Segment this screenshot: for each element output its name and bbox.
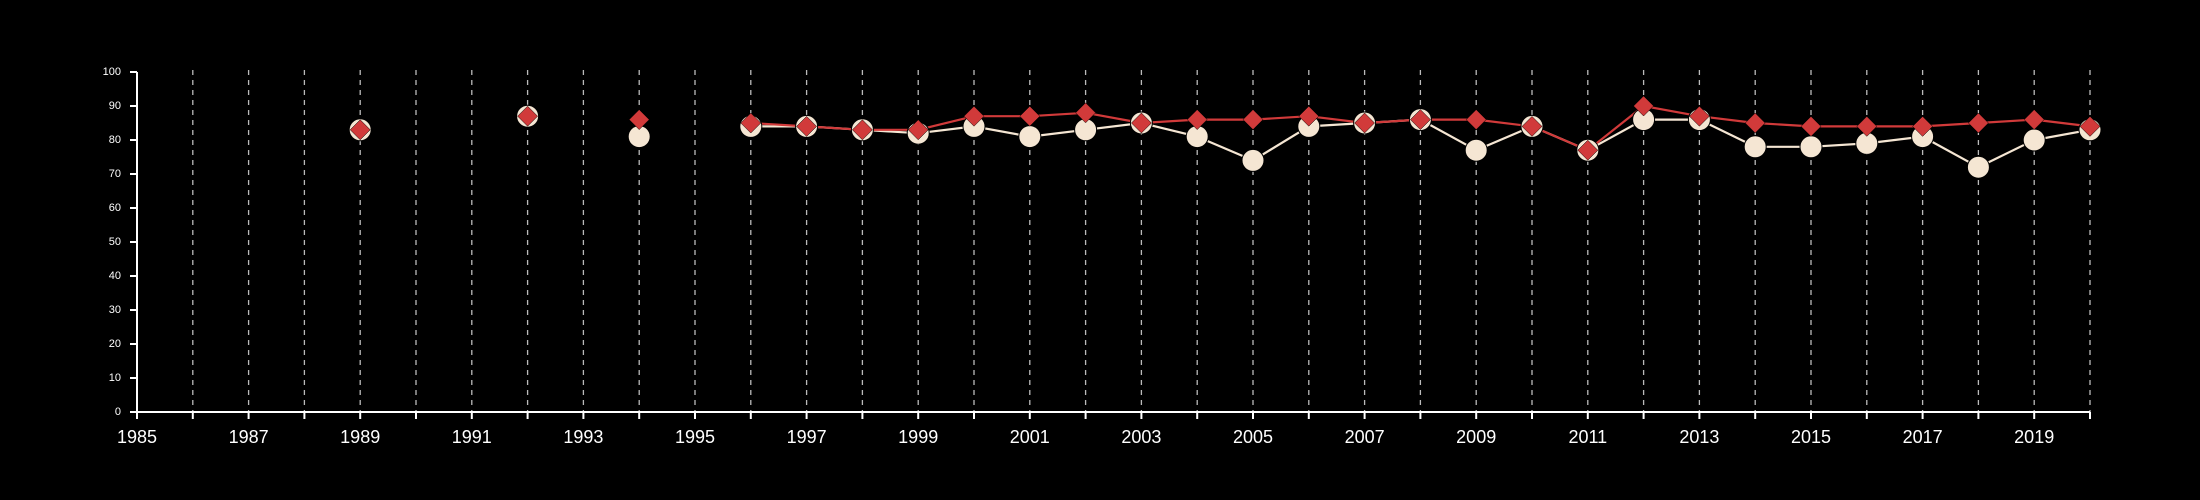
y-tick-label: 10 — [109, 372, 121, 384]
series-2-point — [349, 119, 371, 141]
x-tick-label: 1999 — [898, 427, 938, 447]
series-2-point — [1800, 116, 1822, 137]
y-tick-label: 40 — [109, 270, 121, 282]
x-tick-label: 2013 — [1679, 427, 1719, 447]
series-2-point — [852, 119, 873, 141]
series-2-point — [1075, 102, 1096, 124]
x-tick-label: 2001 — [1010, 427, 1050, 447]
series-2-point — [1298, 105, 1320, 127]
x-tick-label: 2011 — [1568, 427, 1607, 447]
series-2-point — [740, 112, 762, 134]
series-2-point — [1354, 112, 1375, 134]
x-tick-label: 2003 — [1121, 427, 1161, 447]
y-tick-label: 80 — [109, 134, 121, 146]
y-tick-label: 30 — [109, 304, 121, 316]
series-2-point — [1521, 116, 1543, 137]
series-1-point — [1464, 138, 1488, 162]
y-tick-label: 100 — [103, 66, 121, 78]
series-1-point — [1966, 155, 1990, 179]
series-1-point — [1241, 148, 1265, 172]
x-tick-label: 2009 — [1456, 427, 1496, 447]
series-2-point — [1577, 139, 1599, 161]
x-tick-label: 1995 — [675, 427, 715, 447]
series-2-point — [628, 109, 650, 130]
x-tick-label: 1985 — [117, 427, 157, 447]
y-tick-label: 70 — [109, 168, 121, 180]
y-tick-label: 50 — [109, 236, 121, 248]
series-2-point — [1744, 112, 1766, 134]
series-2-point — [1912, 116, 1933, 137]
series-2-point — [1968, 112, 1989, 134]
series-1-point — [1018, 125, 1042, 149]
x-tick-label: 2019 — [2014, 427, 2054, 447]
series-2-point — [2079, 116, 2101, 137]
series-2-point — [1856, 116, 1878, 137]
y-tick-label: 0 — [115, 406, 121, 418]
series-2-point — [1633, 95, 1654, 117]
series-1-point — [1743, 135, 1767, 159]
x-tick-label: 2015 — [1791, 427, 1831, 447]
x-tick-label: 1991 — [452, 427, 492, 447]
series-2-point — [517, 105, 538, 127]
series-2-point — [1689, 105, 1710, 127]
gridlines — [192, 70, 2091, 412]
x-tick-label: 2005 — [1233, 427, 1273, 447]
x-tick-label: 1993 — [563, 427, 603, 447]
x-tick-label: 2007 — [1345, 427, 1385, 447]
x-tick-label: 1987 — [229, 427, 269, 447]
series-2-point — [963, 105, 985, 127]
series-2-point — [1242, 109, 1264, 130]
y-tick-label: 90 — [109, 100, 121, 112]
axes: 0 10 20 30 40 50 60 70 80 90 100 1985 1987 1989 1991 19… — [103, 66, 2091, 447]
x-tick-label: 1989 — [340, 427, 380, 447]
series-2-point — [1465, 109, 1487, 130]
series-2-point — [1410, 109, 1431, 130]
series-1-point — [2022, 128, 2046, 152]
series-2-point — [1186, 109, 1208, 130]
x-tick-label: 1997 — [787, 427, 827, 447]
series-2-point — [907, 119, 929, 141]
y-tick-label: 60 — [109, 202, 121, 214]
x-tick-label: 2017 — [1903, 427, 1943, 447]
series-1-point — [1799, 135, 1823, 159]
data-markers — [348, 95, 2102, 179]
series-2-point — [1131, 112, 1152, 134]
series-2-point — [796, 116, 817, 137]
y-tick-label: 20 — [109, 338, 121, 350]
series-2-point — [2023, 109, 2045, 130]
series-2-point — [1019, 105, 1041, 127]
